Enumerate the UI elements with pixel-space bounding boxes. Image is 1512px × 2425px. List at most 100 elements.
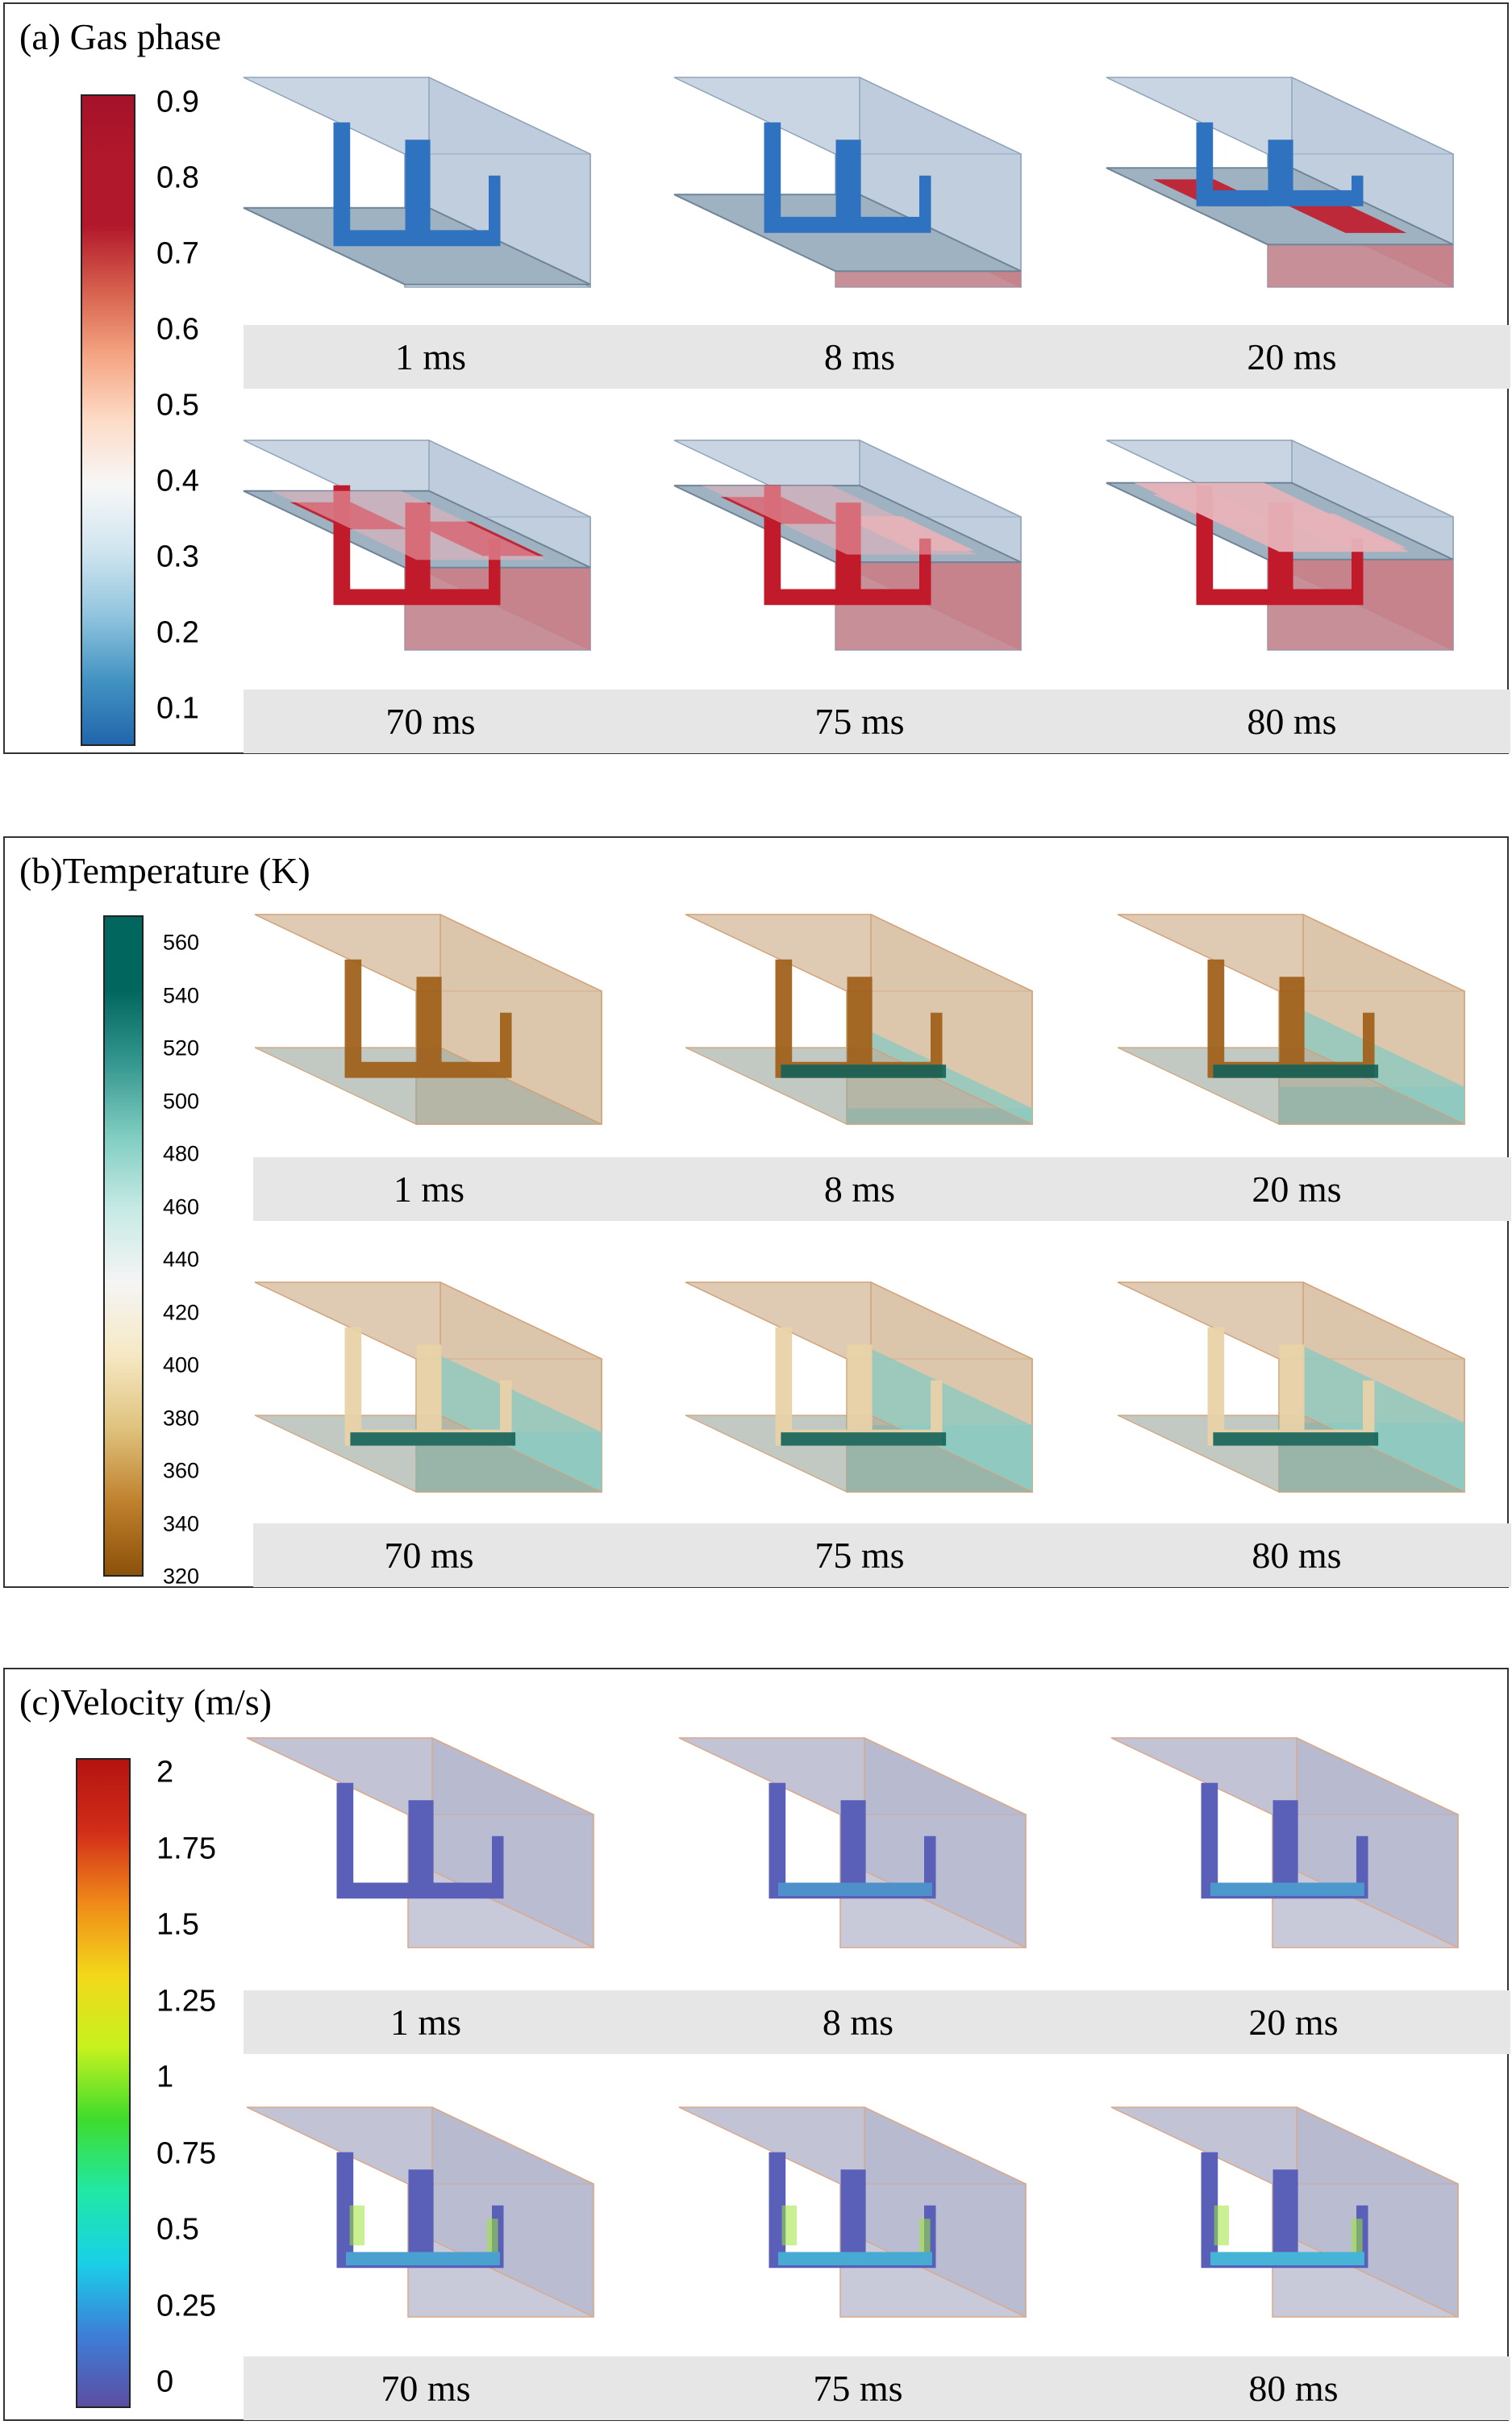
schematic-3d-cell <box>254 913 602 1126</box>
colorbar-tick-label: 0.7 <box>156 236 199 271</box>
colorbar-tick-label: 1.5 <box>156 1907 199 1942</box>
colorbar-tick-label: 360 <box>163 1458 200 1483</box>
simulation-view <box>254 870 618 1144</box>
simulation-view <box>1117 1238 1481 1512</box>
time-strip-row1: 1 ms 8 ms 20 ms <box>244 1990 1510 2054</box>
time-label: 1 ms <box>393 1169 465 1210</box>
time-label: 80 ms <box>1248 2368 1339 2409</box>
simulation-view <box>254 1238 618 1512</box>
schematic-3d-cell <box>246 1736 594 1949</box>
simulation-view <box>243 33 606 307</box>
colorbar-tick-label: 400 <box>163 1352 200 1377</box>
schematic-3d-cell <box>1110 1736 1459 1949</box>
colorbar-tick-label: 340 <box>163 1511 200 1535</box>
colorbar-tick-label: 480 <box>163 1141 200 1166</box>
colorbar-tick-label: 0.25 <box>156 2289 216 2323</box>
time-label: 70 ms <box>384 1535 474 1576</box>
schematic-3d-cell <box>678 2106 1027 2319</box>
schematic-3d-cell <box>673 76 1022 289</box>
colorbar-tick-label: 0.5 <box>156 2212 199 2247</box>
simulation-view <box>1110 1694 1474 1968</box>
colorbar-tick-label: 0.4 <box>156 464 199 498</box>
colorbar-tick-label: 1.25 <box>156 1984 216 2018</box>
simulation-view <box>1110 2063 1474 2337</box>
time-strip-row1: 1 ms 8 ms 20 ms <box>244 325 1510 389</box>
schematic-3d-cell <box>243 439 591 652</box>
time-label: 70 ms <box>385 701 476 742</box>
colorbar-tick-label: 540 <box>163 983 200 1007</box>
colorbar-tick-label: 0 <box>156 2365 174 2399</box>
schematic-3d-cell <box>246 2106 594 2319</box>
colorbar-tick-label: 0.9 <box>156 85 199 119</box>
schematic-3d-cell <box>1110 2106 1459 2319</box>
colorbar-tick-label: 0.5 <box>156 388 199 423</box>
schematic-3d-cell <box>685 1281 1033 1494</box>
colorbar-tick-label: 520 <box>163 1035 200 1060</box>
simulation-view <box>685 870 1048 1144</box>
time-strip-row2: 70 ms 75 ms 80 ms <box>253 1523 1511 1587</box>
time-label: 8 ms <box>823 336 896 377</box>
schematic-3d-cell <box>1106 439 1454 652</box>
time-label: 8 ms <box>823 1169 896 1210</box>
schematic-3d-cell <box>1117 913 1465 1126</box>
colorbar-temperature <box>103 915 144 1577</box>
time-label: 75 ms <box>813 2368 903 2409</box>
time-label: 80 ms <box>1247 701 1337 742</box>
colorbar-tick-label: 500 <box>163 1089 200 1113</box>
simulation-view <box>678 2063 1042 2337</box>
colorbar-tick-label: 0.1 <box>156 691 199 726</box>
time-label: 80 ms <box>1252 1535 1342 1576</box>
colorbar-tick-label: 0.3 <box>156 540 199 574</box>
colorbar-tick-label: 0.2 <box>156 615 199 650</box>
simulation-view <box>673 33 1037 307</box>
schematic-3d-cell <box>685 913 1033 1126</box>
colorbar-velocity <box>76 1758 131 2408</box>
panel-b-title: (b)Temperature (K) <box>19 850 310 891</box>
colorbar-tick-label: 380 <box>163 1406 200 1430</box>
time-strip-row1: 1 ms 8 ms 20 ms <box>253 1157 1511 1221</box>
panel-c-velocity: (c)Velocity (m/s) 2 1.75 1.5 1.25 1 0.75 0.5 0.… <box>3 1668 1510 2421</box>
time-label: 1 ms <box>394 336 467 377</box>
schematic-3d-cell <box>254 1281 602 1494</box>
colorbar-tick-label: 1.75 <box>156 1831 216 1865</box>
colorbar-tick-label: 420 <box>163 1300 200 1324</box>
time-label: 20 ms <box>1247 336 1337 377</box>
colorbar-tick-label: 0.8 <box>156 160 199 195</box>
schematic-3d-cell <box>243 76 591 289</box>
time-label: 20 ms <box>1252 1169 1342 1210</box>
simulation-view <box>246 2063 610 2337</box>
time-label: 70 ms <box>381 2368 471 2409</box>
panel-b-temperature: (b)Temperature (K) 560 540 520 500 480 460 440… <box>3 836 1511 1589</box>
colorbar-tick-label: 0.75 <box>156 2136 216 2170</box>
colorbar-ticks-temperature: 560 540 520 500 480 460 440 420 400 380 360 340 320 <box>163 931 244 1589</box>
colorbar-tick-label: 1 <box>156 2060 174 2094</box>
simulation-view <box>246 1694 610 1968</box>
panel-c-title: (c)Velocity (m/s) <box>19 1681 272 1723</box>
colorbar-tick-label: 560 <box>163 930 200 955</box>
simulation-view <box>685 1238 1048 1512</box>
colorbar-tick-label: 320 <box>163 1564 200 1589</box>
panel-a-title: (a) Gas phase <box>19 16 222 57</box>
panel-a-gas-phase: (a) Gas phase 0.9 0.8 0.7 0.6 0.5 0.4 0.3 0.2 0.… <box>3 2 1510 754</box>
colorbar-gas-phase <box>81 94 135 746</box>
simulation-view <box>1106 33 1469 307</box>
time-label: 8 ms <box>822 2002 894 2043</box>
schematic-3d-cell <box>678 1736 1027 1949</box>
schematic-3d-cell <box>1117 1281 1465 1494</box>
colorbar-ticks-gas-phase: 0.9 0.8 0.7 0.6 0.5 0.4 0.3 0.2 0.1 <box>156 85 253 726</box>
simulation-view <box>678 1694 1042 1968</box>
time-label: 1 ms <box>389 2002 462 2043</box>
colorbar-tick-label: 460 <box>163 1194 200 1219</box>
colorbar-ticks-velocity: 2 1.75 1.5 1.25 1 0.75 0.5 0.25 0 <box>156 1756 245 2399</box>
colorbar-tick-label: 440 <box>163 1247 200 1272</box>
colorbar-tick-label: 0.6 <box>156 312 199 347</box>
time-label: 75 ms <box>814 701 905 742</box>
simulation-view <box>1117 870 1481 1144</box>
simulation-view <box>1106 396 1469 670</box>
time-label: 75 ms <box>814 1535 905 1576</box>
time-strip-row2: 70 ms 75 ms 80 ms <box>244 2356 1510 2420</box>
time-strip-row2: 70 ms 75 ms 80 ms <box>244 690 1510 753</box>
simulation-view <box>673 396 1037 670</box>
colorbar-tick-label: 2 <box>156 1755 174 1790</box>
time-label: 20 ms <box>1248 2002 1339 2043</box>
